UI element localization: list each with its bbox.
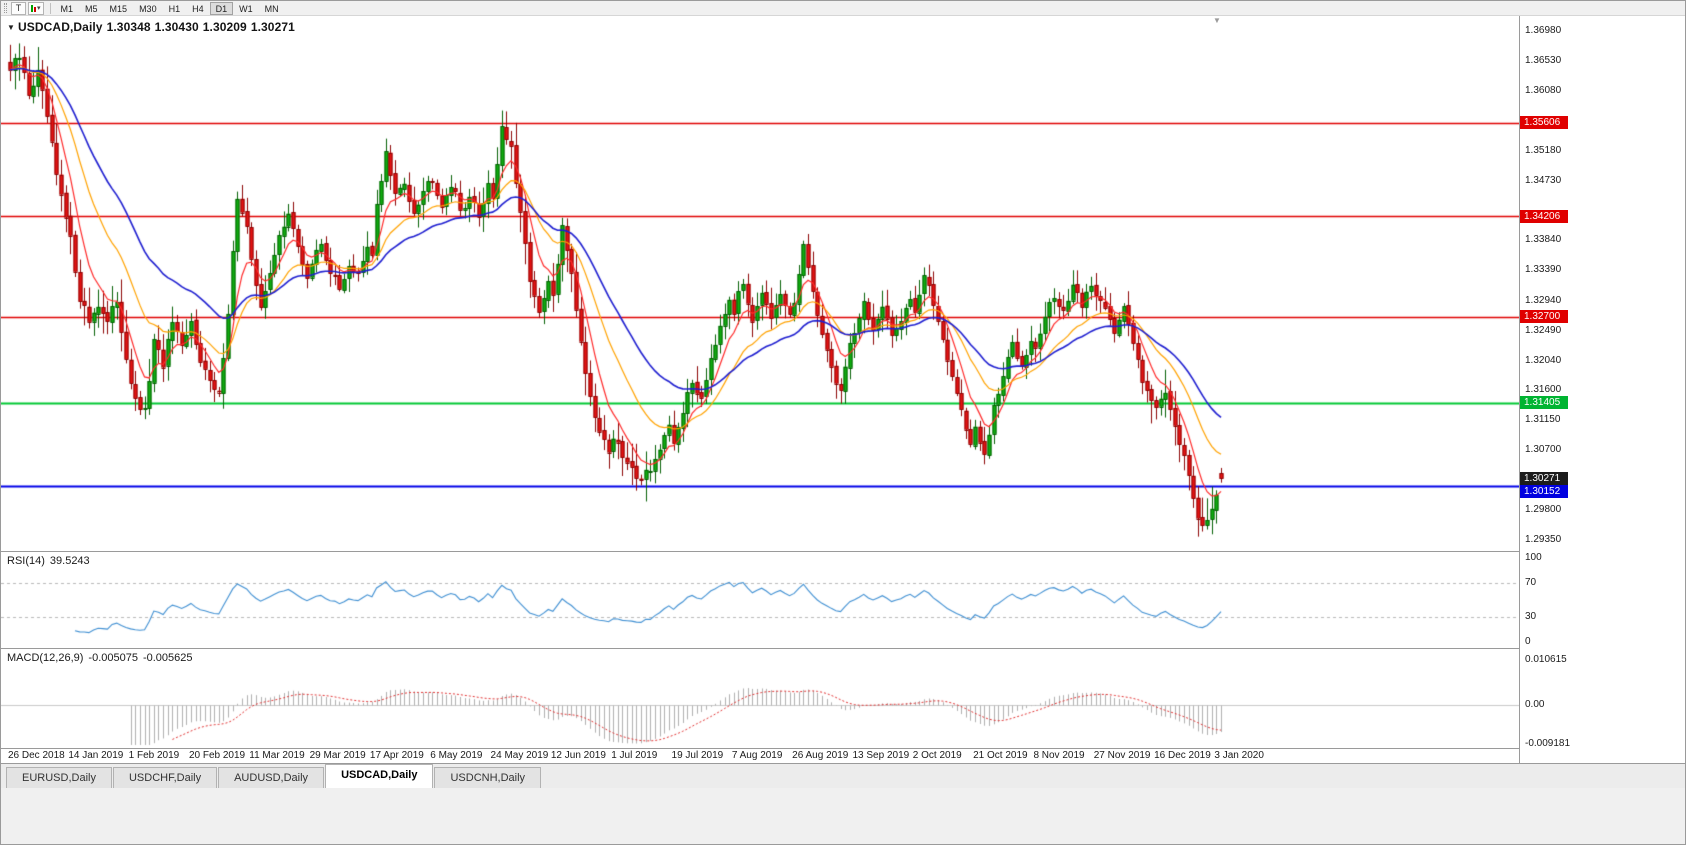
macd-signal-value: -0.005625	[142, 652, 193, 664]
status-area	[1, 788, 1685, 844]
date-label: 3 Jan 2020	[1214, 750, 1264, 761]
date-label: 7 Aug 2019	[731, 750, 783, 761]
ohlc-open-value: 1.30348	[106, 20, 151, 34]
rsi-indicator-canvas[interactable]	[1, 552, 1519, 648]
panel-divider[interactable]	[1, 551, 1685, 552]
rsi-scale-label: 0	[1525, 636, 1531, 647]
price-scale-label: 1.34730	[1525, 175, 1562, 187]
price-flag[interactable]: 1.35606	[1520, 116, 1568, 130]
toolbar-separator	[49, 2, 51, 14]
timeframe-m15-button[interactable]: M15	[109, 3, 128, 14]
macd-main-value: -0.005075	[88, 652, 138, 664]
date-label: 6 May 2019	[430, 750, 483, 761]
timeframe-d1-button[interactable]: D1	[209, 1, 234, 15]
date-label: 27 Nov 2019	[1093, 750, 1151, 761]
macd-scale-label: 0.010615	[1525, 653, 1567, 665]
price-chart-canvas[interactable]	[1, 16, 1519, 551]
date-label: 2 Oct 2019	[912, 750, 962, 761]
date-label: 29 Mar 2019	[309, 750, 366, 761]
date-label: 14 Jan 2019	[68, 750, 124, 761]
macd-panel-label: MACD(12,26,9) -0.005075 -0.005625	[7, 652, 198, 664]
macd-indicator-name: MACD(12,26,9)	[7, 652, 84, 664]
price-scale-label: 1.36980	[1525, 25, 1562, 36]
price-flag[interactable]: 1.31405	[1520, 396, 1568, 410]
panel-divider	[1, 748, 1685, 749]
ohlc-high-value: 1.30430	[154, 20, 199, 34]
tab-usdcad-daily[interactable]: USDCAD,Daily	[325, 764, 434, 788]
date-label: 26 Aug 2019	[792, 750, 849, 761]
timeframe-h4-button[interactable]: H4	[192, 3, 204, 14]
date-label: 19 Jul 2019	[671, 750, 724, 761]
macd-indicator-canvas[interactable]	[1, 649, 1519, 748]
chart-ohlc-title: ▼ USDCAD,Daily 1.30348 1.30430 1.30209 1.3027…	[7, 20, 299, 34]
toolbar-grip[interactable]	[4, 3, 7, 13]
price-scale-label: 1.31600	[1525, 383, 1562, 395]
tab-usdchf-daily[interactable]: USDCHF,Daily	[112, 767, 218, 788]
price-scale-label: 1.36080	[1525, 85, 1562, 97]
price-scale-label: 1.31150	[1525, 413, 1561, 425]
chart-shift-marker-icon[interactable]: ▼	[1213, 16, 1221, 25]
rsi-scale-label: 100	[1525, 552, 1542, 563]
panel-divider[interactable]	[1, 648, 1685, 649]
date-label: 1 Feb 2019	[128, 750, 180, 761]
price-scale-label: 1.33840	[1525, 234, 1562, 246]
tab-audusd-daily[interactable]: AUDUSD,Daily	[218, 767, 325, 788]
text-tool-button[interactable]: T	[11, 1, 26, 15]
price-scale-label: 1.33390	[1525, 264, 1562, 276]
price-scale-label: 1.32940	[1525, 294, 1562, 306]
chart-tab-bar: EURUSD,Daily USDCHF,Daily AUDUSD,Daily U…	[1, 763, 1685, 788]
date-label: 12 Jun 2019	[550, 750, 606, 761]
price-scale-label: 1.32490	[1525, 324, 1562, 336]
tab-usdcnh-daily[interactable]: USDCNH,Daily	[434, 767, 542, 788]
date-label: 8 Nov 2019	[1033, 750, 1085, 761]
rsi-indicator-value: 39.5243	[49, 555, 90, 567]
timeframe-w1-button[interactable]: W1	[239, 3, 253, 14]
rsi-scale-label: 70	[1525, 577, 1537, 589]
date-label: 1 Jul 2019	[611, 750, 658, 761]
timeframe-mn-button[interactable]: MN	[264, 3, 279, 14]
date-label: 13 Sep 2019	[852, 750, 910, 761]
price-scale-label: 1.35180	[1525, 145, 1562, 157]
chevron-down-icon: ▾	[37, 4, 41, 12]
price-scale-label: 1.36530	[1525, 55, 1562, 67]
tab-eurusd-daily[interactable]: EURUSD,Daily	[6, 767, 112, 788]
date-label: 16 Dec 2019	[1154, 750, 1211, 761]
mini-chart-icon	[31, 4, 36, 12]
toolbar: T ▾ M1 M5 M15 M30 H1 H4 D1 W1 MN	[1, 1, 1685, 16]
timeframe-h1-button[interactable]: H1	[168, 3, 181, 14]
rsi-scale-label: 30	[1525, 610, 1537, 622]
ohlc-low-value: 1.30209	[202, 20, 247, 34]
price-scale-label: 1.29800	[1525, 503, 1562, 515]
date-label: 17 Apr 2019	[369, 750, 424, 761]
chart-menu-arrow-icon[interactable]: ▼	[7, 23, 16, 32]
date-axis[interactable]: 26 Dec 2018 14 Jan 2019 1 Feb 2019 20 Feb 2…	[1, 749, 1519, 763]
timeframe-m1-button[interactable]: M1	[60, 3, 74, 14]
date-label: 20 Feb 2019	[188, 750, 246, 761]
price-flag[interactable]: 1.30271	[1520, 472, 1568, 486]
macd-scale-label: 0.00	[1525, 699, 1545, 710]
price-flag[interactable]: 1.32700	[1520, 310, 1568, 323]
ohlc-close-value: 1.30271	[250, 20, 295, 34]
timeframe-m30-button[interactable]: M30	[139, 3, 157, 14]
rsi-panel-label: RSI(14) 39.5243	[7, 555, 95, 567]
price-scale-label: 1.32040	[1525, 354, 1562, 366]
chart-area: ▼ USDCAD,Daily 1.30348 1.30430 1.30209 1.3027…	[1, 16, 1685, 763]
date-label: 24 May 2019	[490, 750, 549, 761]
date-label: 11 Mar 2019	[249, 750, 305, 761]
price-flag[interactable]: 1.34206	[1520, 209, 1568, 223]
price-scale-label: 1.30700	[1525, 443, 1562, 455]
price-scale[interactable]: 1.36980 1.36530 1.36080 1.35180 1.34730 1.338…	[1519, 16, 1685, 763]
price-scale-label: 1.29350	[1525, 533, 1562, 545]
rsi-indicator-name: RSI(14)	[7, 555, 45, 567]
chart-type-dropdown-button[interactable]: ▾	[28, 1, 44, 15]
macd-scale-label: -0.009181	[1525, 737, 1571, 749]
date-label: 21 Oct 2019	[973, 750, 1028, 761]
timeframe-m5-button[interactable]: M5	[85, 3, 98, 14]
chart-symbol-label: USDCAD,Daily	[18, 20, 103, 34]
price-flag[interactable]: 1.30152	[1520, 485, 1568, 499]
date-label: 26 Dec 2018	[8, 750, 65, 761]
